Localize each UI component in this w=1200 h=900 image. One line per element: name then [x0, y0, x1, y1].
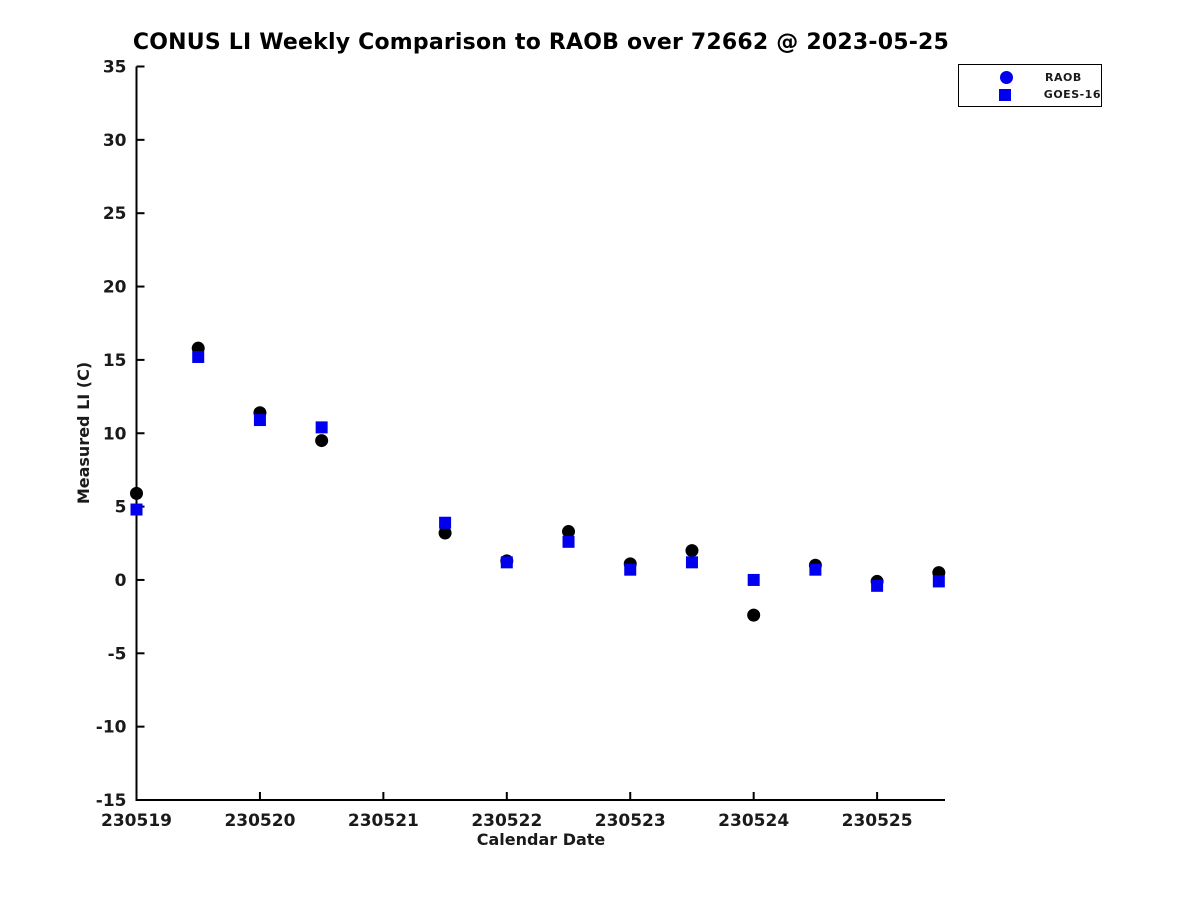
y-tick-label: -5 — [108, 644, 127, 664]
data-point-goes-16 — [253, 414, 266, 427]
data-point-goes-16 — [685, 556, 698, 569]
x-tick-label: 230519 — [101, 811, 172, 831]
x-tick-label: 230523 — [595, 811, 666, 831]
data-point-raob — [685, 544, 699, 558]
data-point-goes-16 — [439, 516, 452, 529]
y-tick-label: 30 — [103, 131, 127, 151]
chart-title: CONUS LI Weekly Comparison to RAOB over … — [132, 30, 950, 55]
y-axis-label: Measured LI (C) — [74, 361, 93, 505]
legend: RAOB GOES-16 — [958, 64, 1102, 107]
x-tick-label: 230524 — [718, 811, 789, 831]
data-point-raob — [747, 608, 761, 622]
data-point-raob — [438, 526, 452, 540]
data-point-goes-16 — [624, 563, 637, 576]
data-point-goes-16 — [500, 556, 513, 569]
legend-label-goes16: GOES-16 — [1043, 88, 1101, 101]
data-point-goes-16 — [130, 503, 143, 516]
y-tick-label: 15 — [103, 351, 127, 371]
raob-circle-icon — [999, 71, 1013, 85]
x-tick-label: 230522 — [471, 811, 542, 831]
y-tick-label: 0 — [115, 571, 127, 591]
data-point-raob — [130, 486, 143, 500]
y-tick-label: 20 — [103, 278, 127, 298]
legend-label-raob: RAOB — [1045, 71, 1082, 84]
y-tick-label: 10 — [103, 424, 127, 444]
data-point-goes-16 — [932, 575, 945, 588]
x-axis-label: Calendar Date — [476, 830, 606, 849]
data-point-goes-16 — [809, 563, 822, 576]
data-point-goes-16 — [192, 350, 205, 363]
y-tick-label: 5 — [115, 498, 127, 518]
x-tick-label: 230525 — [842, 811, 913, 831]
y-tick-label: 35 — [103, 58, 127, 78]
data-point-raob — [315, 434, 329, 448]
x-tick-label: 230521 — [348, 811, 419, 831]
data-point-goes-16 — [562, 535, 575, 548]
goes16-square-icon — [999, 88, 1012, 102]
data-point-goes-16 — [315, 421, 328, 434]
data-point-raob — [562, 525, 576, 539]
legend-item-goes16: GOES-16 — [959, 86, 1101, 103]
data-point-goes-16 — [871, 579, 884, 592]
y-tick-label: -10 — [96, 718, 127, 738]
y-tick-label: 25 — [103, 204, 127, 224]
legend-item-raob: RAOB — [959, 69, 1101, 86]
y-tick-label: -15 — [96, 791, 127, 811]
data-point-goes-16 — [747, 573, 760, 586]
x-tick-label: 230520 — [224, 811, 295, 831]
